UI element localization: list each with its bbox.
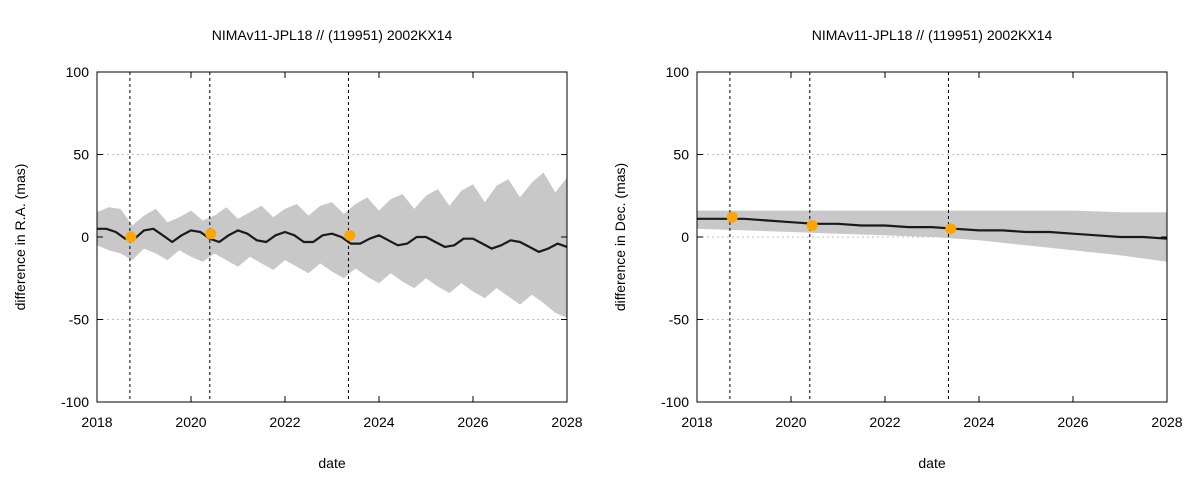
chart-title: NIMAv11-JPL18 // (119951) 2002KX14 bbox=[212, 27, 453, 43]
y-tick-label: -50 bbox=[69, 312, 89, 328]
y-tick-label: -50 bbox=[669, 312, 689, 328]
y-tick-label: 100 bbox=[66, 64, 90, 80]
x-tick-label: 2018 bbox=[681, 414, 712, 430]
x-tick-label: 2024 bbox=[963, 414, 994, 430]
y-tick-label: 50 bbox=[673, 147, 689, 163]
y-axis-label: difference in R.A. (mas) bbox=[12, 164, 28, 311]
x-tick-label: 2026 bbox=[457, 414, 488, 430]
difference-line bbox=[97, 227, 568, 253]
plot-area: 2018 2020 2022 2024 2026 2028 -100 -50 0 50 100 bbox=[61, 64, 583, 430]
difference-line bbox=[697, 217, 1168, 240]
uncertainty-band bbox=[97, 172, 567, 318]
x-tick-label: 2022 bbox=[269, 414, 300, 430]
x-tick-label: 2020 bbox=[775, 414, 806, 430]
x-tick-label: 2020 bbox=[175, 414, 206, 430]
x-tick-label: 2028 bbox=[551, 414, 582, 430]
panel-dec: NIMAv11-JPL18 // (119951) 2002KX14 date … bbox=[612, 27, 1183, 471]
x-tick-label: 2024 bbox=[363, 414, 394, 430]
y-tick-label: -100 bbox=[661, 394, 689, 410]
observation-marker bbox=[726, 211, 738, 223]
x-axis-label: date bbox=[318, 455, 345, 471]
y-tick-label: 50 bbox=[73, 147, 89, 163]
panel-ra: NIMAv11-JPL18 // (119951) 2002KX14 date … bbox=[12, 27, 583, 471]
y-tick-label: -100 bbox=[61, 394, 89, 410]
x-tick-label: 2022 bbox=[869, 414, 900, 430]
observation-marker bbox=[945, 223, 957, 235]
chart-title: NIMAv11-JPL18 // (119951) 2002KX14 bbox=[812, 27, 1053, 43]
observation-marker bbox=[125, 231, 137, 243]
y-tick-label: 0 bbox=[681, 229, 689, 245]
x-tick-label: 2026 bbox=[1057, 414, 1088, 430]
x-axis-label: date bbox=[918, 455, 945, 471]
y-tick-label: 0 bbox=[81, 229, 89, 245]
y-axis-label: difference in Dec. (mas) bbox=[612, 163, 628, 311]
y-tick-label: 100 bbox=[666, 64, 690, 80]
observation-marker bbox=[806, 219, 818, 231]
plot-area: 2018 2020 2022 2024 2026 2028 -100 -50 0 50 100 bbox=[661, 64, 1183, 430]
x-tick-label: 2018 bbox=[81, 414, 112, 430]
observation-marker bbox=[205, 228, 217, 240]
x-tick-label: 2028 bbox=[1151, 414, 1182, 430]
observation-marker bbox=[344, 229, 356, 241]
